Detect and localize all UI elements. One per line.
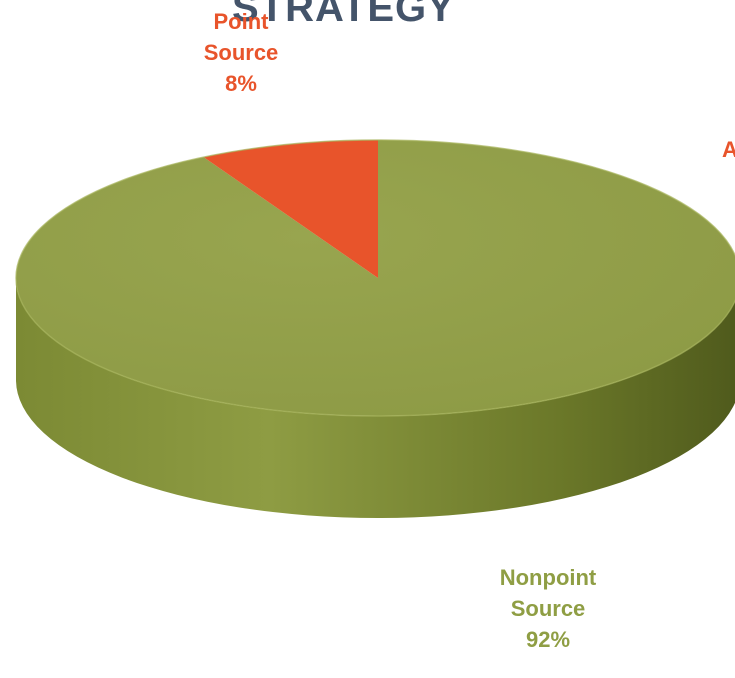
data-label-nonpoint-source-line2: Source	[510, 596, 586, 621]
pie-slice-nonpoint-source	[16, 140, 735, 416]
data-label-nonpoint-source: Nonpoint Source 92%	[478, 562, 618, 655]
pie-top-rim	[15, 139, 735, 417]
data-label-nonpoint-source-line1: Nonpoint	[499, 565, 597, 590]
data-label-point-source-line2: Source	[203, 40, 279, 65]
data-label-point-source-line1: Point	[213, 9, 269, 34]
chart-title: STRATEGY	[232, 0, 455, 30]
pie-slice-point-source	[203, 140, 378, 278]
data-label-point-source: Point Source 8%	[196, 6, 286, 99]
data-label-point-source-percent: 8%	[225, 71, 257, 96]
cropped-edge-text: A	[722, 137, 735, 162]
pie-side-wall	[16, 278, 735, 518]
data-label-nonpoint-source-percent: 92%	[525, 627, 571, 652]
